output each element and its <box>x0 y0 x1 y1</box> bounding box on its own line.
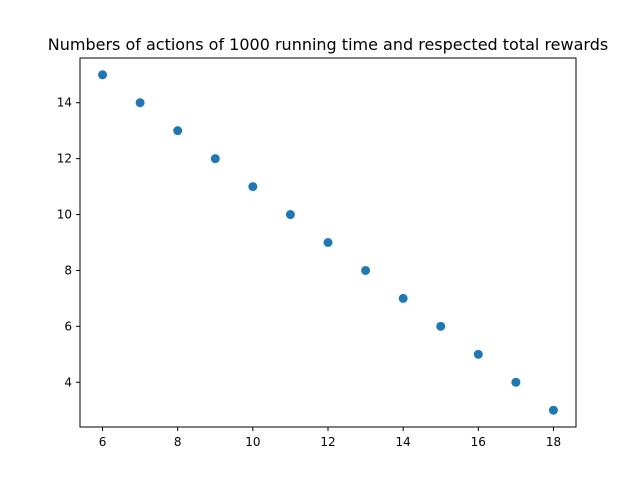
scatter-point <box>285 210 295 220</box>
chart-title: Numbers of actions of 1000 running time … <box>48 35 608 54</box>
scatter-point <box>135 98 145 108</box>
scatter-point <box>210 154 220 164</box>
scatter-point <box>248 182 258 192</box>
y-tick-label: 4 <box>64 375 72 389</box>
x-tick-label: 12 <box>320 435 335 449</box>
scatter-point <box>398 293 408 303</box>
scatter-point <box>473 349 483 359</box>
x-tick-label: 16 <box>471 435 486 449</box>
scatter-point <box>548 405 558 415</box>
scatter-point <box>511 377 521 387</box>
x-tick-label: 18 <box>546 435 561 449</box>
y-tick-label: 14 <box>57 96 72 110</box>
y-tick-label: 8 <box>64 263 72 277</box>
x-tick-label: 8 <box>174 435 182 449</box>
y-tick-label: 10 <box>57 208 72 222</box>
x-tick-label: 14 <box>396 435 411 449</box>
scatter-point <box>173 126 183 136</box>
y-tick-label: 6 <box>64 319 72 333</box>
x-tick-label: 10 <box>245 435 260 449</box>
scatter-point <box>361 265 371 275</box>
scatter-point <box>436 321 446 331</box>
plot-area-frame <box>79 57 577 428</box>
scatter-point <box>98 70 108 80</box>
data-points <box>98 70 558 415</box>
scatter-point <box>323 238 333 247</box>
x-tick-label: 6 <box>99 435 107 449</box>
y-tick-label: 12 <box>57 152 72 166</box>
x-axis-ticks: 6 8 10 12 14 16 18 <box>99 427 561 449</box>
y-axis-ticks: 4 6 8 10 12 14 <box>57 96 80 389</box>
